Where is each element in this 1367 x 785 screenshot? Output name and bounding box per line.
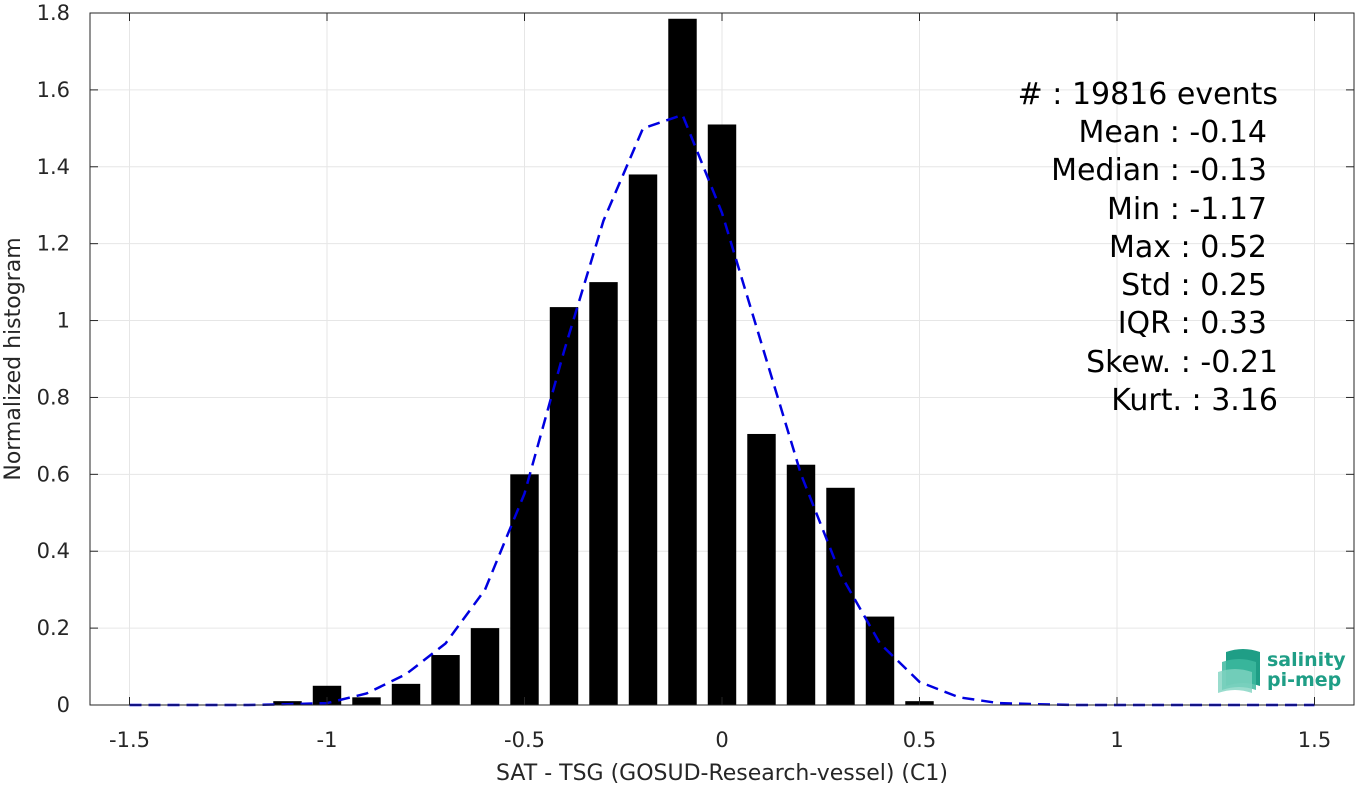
stat-skew: Skew. : -0.21 (1086, 345, 1278, 380)
histogram-bar (826, 487, 855, 705)
x-tick-label: 0 (715, 728, 728, 752)
y-tick-label: 1.4 (37, 155, 70, 179)
stat-mean: Mean : -0.14 (1078, 115, 1267, 150)
histogram-bar (865, 616, 895, 705)
histogram-bar (391, 683, 421, 705)
stat-max: Max : 0.52 (1109, 230, 1267, 265)
histogram-bar (707, 124, 737, 705)
stat-iqr: IQR : 0.33 (1118, 306, 1267, 341)
stat-kurt: Kurt. : 3.16 (1111, 383, 1278, 418)
histogram-bars (273, 18, 934, 706)
statistics-box: # : 19816 events Mean : -0.14 Median : -… (1018, 77, 1278, 418)
y-tick-label: 1.2 (37, 232, 70, 256)
y-tick-label: 0.6 (37, 462, 70, 486)
stat-median: Median : -0.13 (1051, 153, 1267, 188)
x-tick-label: 1 (1110, 728, 1123, 752)
stat-events: # : 19816 events (1018, 77, 1278, 112)
y-tick-label: 0.2 (37, 616, 70, 640)
histogram-bar (786, 464, 816, 705)
histogram-bar (510, 474, 539, 705)
logo-line2: pi-mep (1267, 669, 1341, 691)
histogram-bar (549, 307, 579, 705)
histogram-bar (312, 685, 342, 705)
y-tick-label: 0.8 (37, 385, 70, 409)
x-tick-label: 0.5 (903, 728, 936, 752)
x-tick-label: -1 (317, 728, 338, 752)
histogram-bar (589, 282, 618, 705)
histogram-bar (431, 655, 460, 705)
y-tick-label: 1.8 (37, 1, 70, 25)
y-tick-label: 0.4 (37, 539, 70, 563)
y-axis-label: Normalized histogram (1, 237, 26, 480)
histogram-bar (352, 697, 381, 705)
histogram-bar (668, 18, 697, 706)
salinity-pimep-logo: salinity pi-mep (1218, 649, 1346, 693)
histogram-bar (747, 433, 776, 705)
stat-std: Std : 0.25 (1121, 268, 1267, 303)
histogram-bar (628, 174, 658, 705)
x-tick-label: -0.5 (504, 728, 545, 752)
y-tick-label: 1 (57, 309, 70, 333)
y-tick-label: 0 (57, 693, 70, 717)
stat-min: Min : -1.17 (1107, 192, 1267, 227)
x-axis-label: SAT - TSG (GOSUD-Research-vessel) (C1) (496, 761, 948, 785)
x-tick-label: -1.5 (109, 728, 150, 752)
x-tick-labels: -1.5 -1 -0.5 0 0.5 1 1.5 (109, 728, 1331, 752)
logo-line1: salinity (1267, 649, 1346, 671)
y-tick-label: 1.6 (37, 78, 70, 102)
y-tick-labels: 0 0.2 0.4 0.6 0.8 1 1.2 1.4 1.6 1.8 (37, 1, 70, 717)
x-tick-label: 1.5 (1298, 728, 1331, 752)
wave-icon (1218, 649, 1260, 693)
histogram-bar (470, 628, 500, 705)
axis-ticks (90, 12, 1354, 706)
